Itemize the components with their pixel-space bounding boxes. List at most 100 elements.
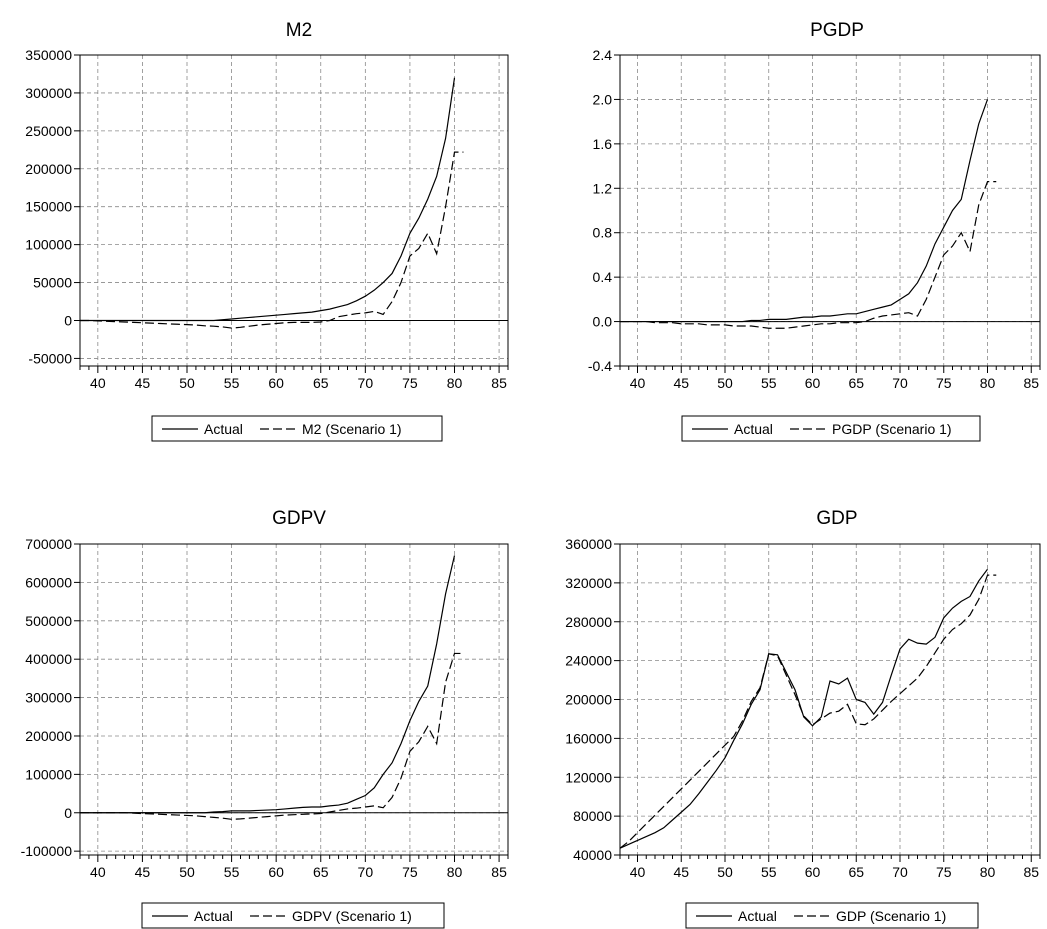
chart-title: GDPV [272, 508, 326, 529]
x-tick-label: 45 [673, 864, 689, 880]
plot-frame [79, 54, 509, 367]
x-tick-label: 60 [268, 375, 284, 391]
y-tick-label: 1.2 [593, 180, 613, 196]
x-tick-label: 75 [402, 375, 418, 391]
x-tick-label: 70 [358, 375, 374, 391]
x-tick-label: 45 [135, 375, 151, 391]
x-tick-label: 70 [892, 864, 908, 880]
x-tick-label: 85 [1023, 864, 1039, 880]
chart-title: M2 [286, 20, 312, 41]
x-tick-label: 75 [936, 864, 952, 880]
legend-label-actual: Actual [738, 908, 777, 924]
legend-label-actual: Actual [204, 421, 243, 437]
chart-panel-m2: M2 40 45 50 55 60 65 70 75 80 85 -50000 0 50000 100000… [25, 20, 509, 442]
legend-label-actual: Actual [734, 421, 773, 437]
x-tick-label: 50 [717, 375, 733, 391]
y-tick-label: 0.8 [593, 225, 613, 241]
x-tick-label: 55 [761, 864, 777, 880]
y-tick-label: 150000 [25, 199, 72, 215]
x-tick-label: 55 [224, 375, 240, 391]
legend-box [141, 902, 445, 929]
x-tick-label: 45 [135, 864, 151, 880]
chart-panel-pgdp: PGDP 40 45 50 55 60 65 70 75 80 85 -0.4 0.0 0.4 0.8 1.2… [588, 20, 1041, 442]
y-tick-label: 240000 [565, 653, 612, 669]
x-tick-label: 40 [630, 375, 646, 391]
y-tick-label: 700000 [25, 536, 72, 552]
x-tick-label: 80 [980, 375, 996, 391]
x-tick-label: 85 [1023, 375, 1039, 391]
y-tick-label: 280000 [565, 614, 612, 630]
y-tick-label: 0.0 [593, 314, 613, 330]
x-tick-label: 50 [179, 375, 195, 391]
x-tick-label: 85 [491, 375, 507, 391]
y-tick-label: 0 [64, 312, 72, 328]
x-tick-label: 60 [805, 864, 821, 880]
chart-title: GDP [816, 508, 857, 529]
x-tick-label: 80 [447, 864, 463, 880]
x-tick-label: 65 [313, 864, 329, 880]
x-tick-label: 65 [848, 864, 864, 880]
x-tick-label: 80 [980, 864, 996, 880]
legend: Actual GDPV (Scenario 1) [141, 902, 445, 929]
chart-title: PGDP [810, 20, 864, 41]
y-tick-label: -50000 [28, 350, 72, 366]
x-tick-label: 85 [491, 864, 507, 880]
legend: Actual PGDP (Scenario 1) [681, 415, 981, 442]
y-tick-label: 1.6 [593, 136, 613, 152]
series-line-actual [80, 77, 456, 322]
y-tick-label: 200000 [25, 161, 72, 177]
chart-panel-gdp: GDP 40 45 50 55 60 65 70 75 80 85 40000 80000 120000 1… [565, 508, 1041, 929]
y-tick-label: 320000 [565, 575, 612, 591]
series-line-actual [619, 568, 988, 849]
y-tick-label: 80000 [573, 808, 612, 824]
y-tick-label: 50000 [33, 275, 72, 291]
x-tick-label: 55 [761, 375, 777, 391]
x-tick-label: 40 [90, 375, 106, 391]
y-tick-label: 2.0 [593, 91, 613, 107]
y-tick-label: 360000 [565, 536, 612, 552]
x-tick-label: 65 [848, 375, 864, 391]
y-tick-label: 0 [64, 805, 72, 821]
y-tick-label: 350000 [25, 47, 72, 63]
x-tick-label: 75 [402, 864, 418, 880]
legend-box [681, 415, 981, 442]
legend-label-scenario: M2 (Scenario 1) [302, 421, 402, 437]
x-tick-label: 40 [630, 864, 646, 880]
x-tick-label: 60 [805, 375, 821, 391]
x-tick-label: 55 [224, 864, 240, 880]
series-line-scenario-1 [619, 574, 997, 849]
x-tick-label: 50 [717, 864, 733, 880]
plot-frame [619, 54, 1041, 367]
legend-label-actual: Actual [194, 908, 233, 924]
y-tick-label: 300000 [25, 690, 72, 706]
y-tick-label: -100000 [21, 843, 73, 859]
x-tick-label: 70 [892, 375, 908, 391]
legend-label-scenario: PGDP (Scenario 1) [832, 421, 952, 437]
legend-box [685, 902, 979, 929]
series-line-scenario-1 [620, 181, 997, 329]
x-tick-label: 80 [447, 375, 463, 391]
y-tick-label: 300000 [25, 85, 72, 101]
y-tick-label: 0.4 [593, 269, 613, 285]
y-tick-label: 250000 [25, 123, 72, 139]
series-line-actual [620, 99, 989, 323]
legend-label-scenario: GDPV (Scenario 1) [292, 908, 412, 924]
series-line-actual [80, 555, 456, 814]
x-tick-label: 60 [268, 864, 284, 880]
legend-box [151, 415, 443, 442]
x-tick-label: 75 [936, 375, 952, 391]
legend-label-scenario: GDP (Scenario 1) [836, 908, 946, 924]
y-tick-label: 500000 [25, 613, 72, 629]
legend: Actual GDP (Scenario 1) [685, 902, 979, 929]
y-tick-label: 120000 [565, 769, 612, 785]
chart-panel-gdpv: GDPV 40 45 50 55 60 65 70 75 80 85 -100000 0 100000 20… [21, 508, 509, 929]
y-tick-label: -0.4 [588, 358, 612, 374]
series-line-scenario-1 [80, 151, 464, 329]
y-tick-label: 40000 [573, 847, 612, 863]
x-tick-label: 40 [90, 864, 106, 880]
y-tick-label: 100000 [25, 237, 72, 253]
y-tick-label: 100000 [25, 766, 72, 782]
y-tick-label: 400000 [25, 651, 72, 667]
y-tick-label: 2.4 [593, 47, 613, 63]
